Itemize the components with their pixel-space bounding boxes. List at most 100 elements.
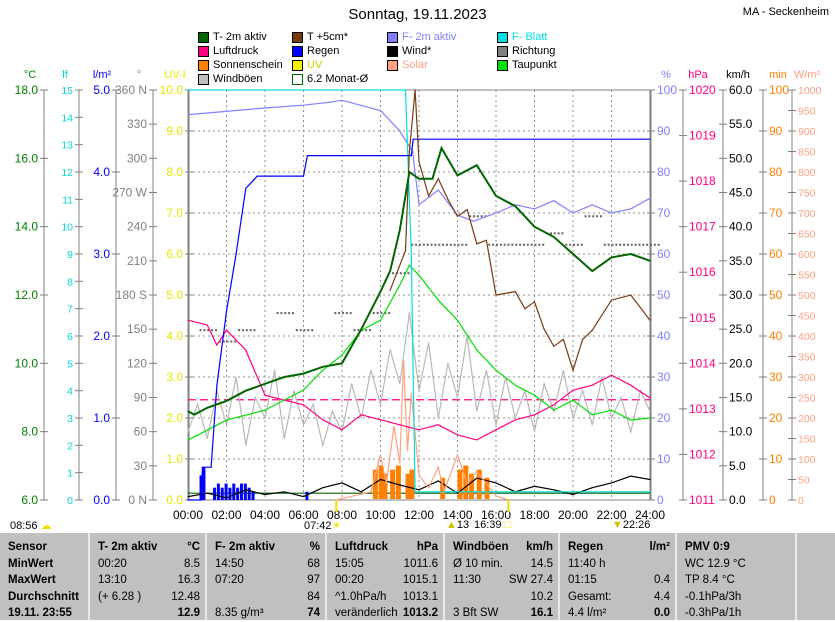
legend-item: T- 2m aktiv [198, 31, 267, 43]
direction-point [422, 243, 425, 246]
stats-cell-label: -0.3hPa/1h [685, 607, 742, 619]
data-point [610, 417, 613, 419]
tick-label-rain: 0.0 [93, 493, 110, 507]
data-point [533, 431, 536, 433]
tick-label-dir: 150 [127, 322, 147, 336]
direction-point [599, 215, 602, 218]
sunshine-bar [390, 469, 396, 499]
sunshine-bar [469, 473, 475, 499]
stats-row: 11:40 h [560, 556, 675, 573]
tick-label-lf: 3 [67, 413, 73, 425]
stats-empty-column [795, 533, 835, 620]
data-point [649, 410, 651, 412]
data-point [630, 475, 632, 477]
legend-item: Sonnenschein [198, 59, 283, 71]
axes: °C6.08.010.012.014.016.018.0lf0123456789… [15, 69, 822, 507]
tick-label-lf: 6 [67, 331, 73, 343]
data-point [456, 492, 459, 494]
legend-swatch [387, 45, 398, 57]
data-point [302, 495, 305, 498]
data-point [302, 372, 305, 375]
tick-label-temp: 12.0 [15, 288, 39, 302]
tick-label-wm2: 0 [798, 495, 804, 507]
stats-row: 3 Bft SW 16.1 [445, 605, 558, 622]
stats-row: Durchschnitt [0, 589, 88, 606]
stats-row: 19.11. 23:55 [0, 605, 88, 622]
tick-label-lf: 1 [67, 468, 73, 480]
data-point [533, 226, 536, 228]
direction-point [603, 243, 606, 246]
data-point [553, 409, 555, 411]
direction-point [565, 243, 568, 246]
data-point [360, 491, 362, 493]
data-point [187, 319, 189, 321]
direction-point [249, 329, 252, 332]
tick-label-rain: 3.0 [93, 247, 110, 261]
legend-swatch [497, 31, 508, 43]
data-point [225, 497, 228, 499]
x-tick-label: 14:00 [442, 508, 472, 522]
data-point [200, 499, 203, 501]
legend-item: F- 2m aktiv [387, 31, 456, 43]
data-point [437, 299, 439, 301]
stats-cell-label: 4.4 l/m² [568, 607, 607, 619]
stats-cell-label: 07:20 [215, 574, 244, 586]
sun-cloud-icon: ☁ [40, 520, 52, 532]
direction-point [365, 329, 368, 332]
stats-cell-label: 15:05 [335, 557, 364, 570]
legend-item: Wind* [387, 45, 431, 57]
data-point [649, 491, 651, 493]
data-point [533, 414, 536, 416]
stats-cell-value: 1013.1 [402, 590, 438, 603]
tick-label-uv: 1.0 [166, 452, 183, 466]
stats-row: TP 8.4 °C [677, 572, 795, 589]
legend-label: Solar [402, 59, 428, 71]
data-point [302, 404, 305, 406]
stats-cell-value: 12.9 [177, 607, 200, 619]
legend-swatch [497, 45, 508, 57]
stats-column-title: Luftdruck [335, 541, 389, 553]
data-point [456, 174, 459, 177]
direction-point [230, 340, 233, 343]
direction-point [511, 243, 514, 246]
data-point [630, 294, 632, 296]
tick-label-kmh: 10.0 [729, 425, 753, 439]
data-point [389, 289, 391, 291]
data-point [553, 236, 555, 238]
stats-row: 00:20 1015.1 [327, 572, 443, 589]
tick-label-uv: 4.0 [166, 329, 183, 343]
stats-cell-label: Gesamt: [568, 590, 612, 603]
stats-cell-value: 68 [307, 557, 320, 570]
legend-swatch [292, 73, 303, 85]
direction-point [623, 243, 626, 246]
data-point [562, 338, 564, 341]
moonset-time: 22:26 [622, 519, 651, 531]
direction-point [434, 243, 437, 246]
tick-label-wm2: 250 [798, 393, 816, 405]
tick-label-kmh: 5.0 [729, 459, 746, 473]
data-point [408, 312, 410, 314]
data-point [245, 390, 247, 392]
data-point [225, 424, 228, 426]
stats-row: veränderlich 1013.2 [327, 605, 443, 622]
direction-point [280, 312, 283, 315]
data-point [399, 130, 401, 132]
tick-label-dir: 120 [127, 356, 147, 370]
tick-label-hum: 30 [657, 370, 671, 384]
data-point [514, 384, 516, 386]
data-point [582, 338, 584, 341]
legend-label: F- 2m aktiv [402, 31, 457, 43]
data-point [495, 495, 497, 497]
rain-bar [251, 491, 255, 500]
sunshine-bar [405, 473, 411, 499]
direction-point [399, 272, 402, 275]
data-point [187, 114, 189, 116]
stats-cell-label: TP 8.4 °C [685, 574, 735, 586]
direction-point [553, 232, 556, 235]
direction-point [646, 243, 649, 246]
stats-row: 10.2 [445, 589, 558, 606]
rain-bar [216, 483, 220, 500]
data-point [225, 329, 228, 331]
x-tick-label: 18:00 [519, 508, 549, 522]
tick-label-rain: 5.0 [93, 83, 110, 97]
